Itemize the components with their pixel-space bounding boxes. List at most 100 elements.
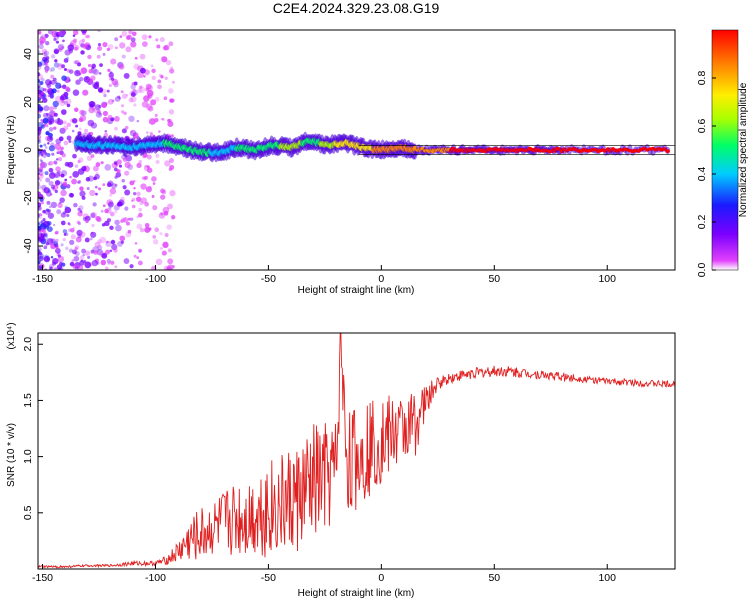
spectrogram-noise-point xyxy=(155,153,160,158)
spectrogram-noise-point xyxy=(77,180,82,184)
spectrogram-noise-point xyxy=(107,218,112,223)
spectrogram-noise-point xyxy=(38,184,42,190)
spectrogram-noise-point xyxy=(84,128,89,133)
spectrogram-noise-point xyxy=(133,187,136,190)
spectrogram-noise-point xyxy=(148,35,152,39)
spectrogram-noise-point xyxy=(38,167,44,173)
spectrogram-noise-point xyxy=(151,68,156,74)
spectrogram-noise-point xyxy=(140,67,146,74)
spectrogram-noise-point xyxy=(58,30,66,37)
spectrogram-noise-point xyxy=(113,167,118,172)
colorbar-tick-label: 0.6 xyxy=(696,119,708,134)
spectrogram-noise-point xyxy=(125,46,132,53)
spectrogram-noise-point xyxy=(137,88,143,94)
spectrogram-noise-point xyxy=(49,92,55,98)
spectrogram-noise-point xyxy=(111,99,115,103)
spectrogram-noise-point xyxy=(107,114,113,120)
spectrogram-noise-point xyxy=(122,157,128,162)
spectrogram-noise-point xyxy=(54,143,62,150)
spectrogram-noise-point xyxy=(130,96,137,103)
spectrogram-noise-point xyxy=(38,85,41,91)
spectrogram-noise-point xyxy=(143,175,148,180)
spectrogram-noise-point xyxy=(100,161,104,165)
spectrogram-x-label: Height of straight line (km) xyxy=(298,285,415,296)
spectrogram-noise-point xyxy=(110,58,117,65)
spectrogram-noise-point xyxy=(120,240,125,244)
spectrogram-noise-point xyxy=(146,167,153,173)
spectrogram-noise-point xyxy=(157,84,162,90)
spectrogram-noise-point xyxy=(129,180,135,186)
spectrogram-noise-point xyxy=(107,180,114,187)
spectrogram-noise-point xyxy=(97,239,102,244)
spectrogram-noise-point xyxy=(89,101,96,108)
spectrogram-noise-point xyxy=(87,63,92,68)
spectrogram-noise-point xyxy=(48,205,52,209)
spectrogram-noise-point xyxy=(115,224,122,232)
spectrogram-noise-point xyxy=(44,146,48,149)
spectrogram-noise-point xyxy=(79,190,86,197)
spectrogram-noise-point xyxy=(47,142,50,145)
figure-title: C2E4.2024.329.23.08.G19 xyxy=(273,0,440,16)
spectrogram-noise-point xyxy=(95,162,101,167)
spectrogram-noise-point xyxy=(119,42,126,49)
spectrogram-noise-point xyxy=(163,96,168,100)
spectrogram-noise-point xyxy=(75,79,82,85)
spectrogram-noise-point xyxy=(128,97,134,103)
spectrogram-noise-point xyxy=(38,86,41,89)
spectrogram-noise-point xyxy=(50,66,56,72)
spectrogram-noise-point xyxy=(70,234,76,240)
spectrogram-noise-point xyxy=(46,153,51,157)
spectrogram-noise-point xyxy=(68,79,72,82)
spectrogram-noise-point xyxy=(39,162,46,168)
spectrogram-noise-point xyxy=(42,88,46,92)
spectrogram-noise-point xyxy=(58,47,63,52)
spectrogram-noise-point xyxy=(122,217,129,223)
spectrogram-noise-point xyxy=(107,98,114,105)
spectrogram-noise-point xyxy=(39,179,42,182)
spectrogram-noise-point xyxy=(127,229,132,234)
spectrogram-noise-point xyxy=(167,248,172,253)
spectrogram-noise-point xyxy=(118,64,125,70)
spectrogram-noise-point xyxy=(138,260,143,266)
spectrogram-noise-point xyxy=(113,248,118,253)
spectrogram-noise-point xyxy=(101,223,106,227)
spectrogram-noise-point xyxy=(160,247,163,250)
spectrogram-noise-point xyxy=(63,182,67,187)
spectrogram-noise-point xyxy=(43,58,50,64)
spectrogram-noise-point xyxy=(64,178,68,182)
spectrogram-noise-point xyxy=(96,109,101,114)
spectrogram-noise-point xyxy=(152,235,157,239)
spectrogram-noise-point xyxy=(38,237,42,243)
spectrogram-noise-point xyxy=(51,152,55,156)
spectrogram-noise-point xyxy=(84,237,90,243)
spectrogram-noise-point xyxy=(71,259,75,263)
spectrogram-noise-point xyxy=(38,265,43,270)
spectrogram-noise-point xyxy=(72,153,77,159)
spectrogram-noise-point xyxy=(44,62,48,66)
spectrogram-noise-point xyxy=(50,54,56,59)
spectrogram-noise-point xyxy=(155,258,163,266)
spectrogram-noise-point xyxy=(126,34,132,40)
spectrogram-noise-point xyxy=(58,266,64,270)
spectrogram-noise-point xyxy=(65,98,72,105)
spectrogram-noise-point xyxy=(42,56,48,63)
spectrogram-noise-point xyxy=(97,45,103,52)
spectrogram-noise-point xyxy=(75,236,82,243)
spectrogram-noise-point xyxy=(164,232,169,238)
spectrogram-noise-point xyxy=(38,251,42,256)
spectrogram-noise-point xyxy=(47,212,55,219)
spectrogram-noise-point xyxy=(57,202,63,209)
spectrogram-noise-point xyxy=(49,69,53,72)
spectrogram-noise-point xyxy=(106,89,110,93)
spectrogram-noise-point xyxy=(120,90,124,94)
spectrogram-noise-point xyxy=(72,171,80,178)
spectrogram-noise-point xyxy=(77,160,81,164)
spectrogram-noise-point xyxy=(113,204,120,211)
spectrogram-noise-point xyxy=(114,210,118,214)
spectrogram-noise-point xyxy=(57,267,62,270)
y-tick-label: -40 xyxy=(22,238,34,253)
spectrogram-noise-point xyxy=(97,245,103,251)
spectrogram-noise-point xyxy=(38,168,43,173)
spectrogram-noise-point xyxy=(53,160,58,165)
